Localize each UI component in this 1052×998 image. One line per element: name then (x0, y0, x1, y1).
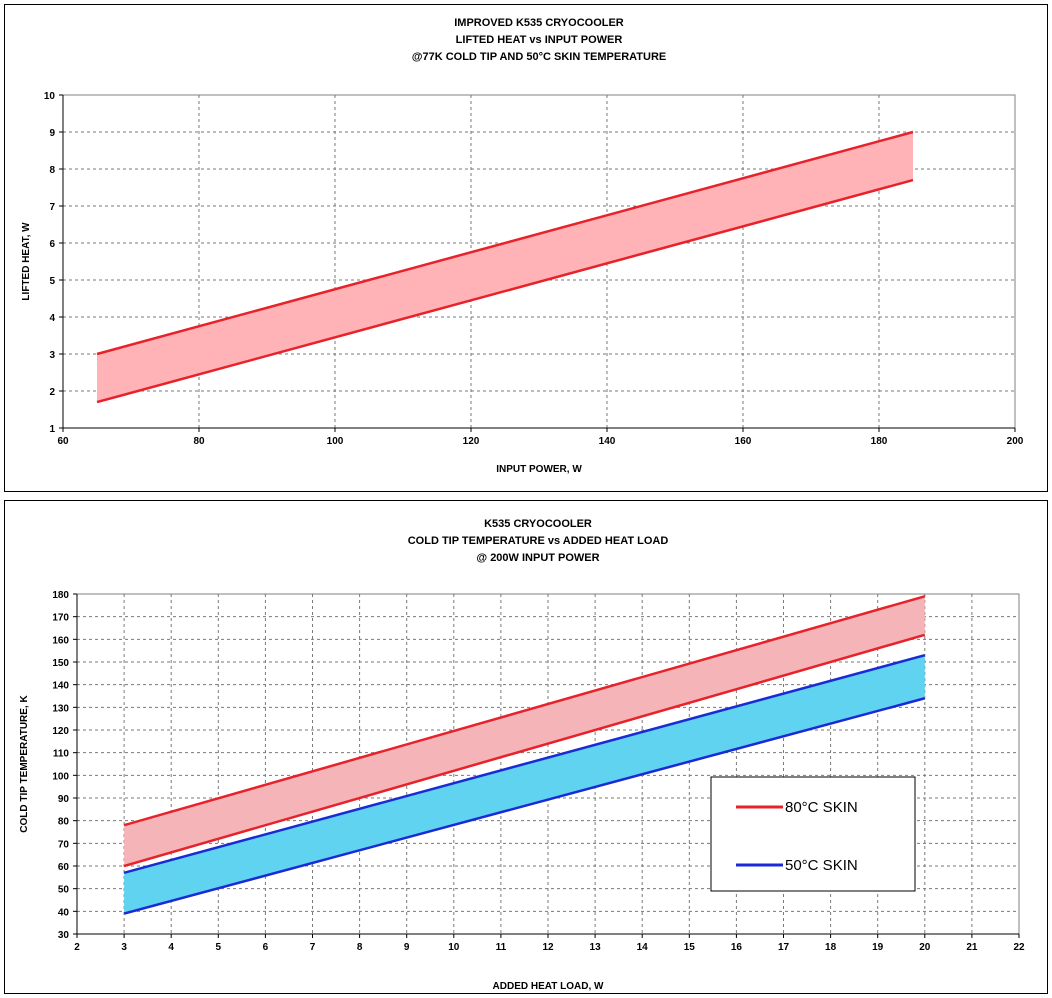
y-tick-label: 50 (58, 885, 70, 896)
y-tick-label: 1 (49, 424, 55, 435)
y-tick-label: 4 (49, 313, 55, 324)
x-tick-label: 17 (778, 942, 790, 953)
chart-title-line: @ 200W INPUT POWER (476, 552, 599, 564)
x-tick-label: 180 (871, 436, 888, 447)
series-upper-line (96, 130, 914, 356)
chart-title-line: LIFTED HEAT vs INPUT POWER (456, 34, 623, 46)
y-tick-label: 7 (49, 202, 55, 213)
x-tick-label: 8 (357, 942, 363, 953)
legend-label: 50°C SKIN (785, 857, 858, 874)
series-lower-line (123, 633, 926, 868)
chart-title-line: IMPROVED K535 CRYOCOOLER (454, 17, 624, 29)
x-tick-label: 22 (1013, 942, 1025, 953)
y-tick-label: 3 (49, 350, 55, 361)
x-tick-label: 13 (590, 942, 602, 953)
series-band-fill (124, 655, 925, 914)
y-tick-label: 6 (49, 239, 55, 250)
legend-box (710, 776, 916, 892)
x-tick-label: 5 (216, 942, 222, 953)
x-tick-label: 160 (735, 436, 752, 447)
x-tick-label: 120 (463, 436, 480, 447)
chart-panel-cold-tip-temperature: K535 CRYOCOOLER COLD TIP TEMPERATURE vs A… (4, 500, 1048, 994)
x-tick-label: 80 (193, 436, 205, 447)
y-axis-label: LIFTED HEAT, W (21, 222, 32, 301)
x-tick-label: 11 (496, 942, 507, 953)
cold-tip-temperature-chart: K535 CRYOCOOLER COLD TIP TEMPERATURE vs A… (19, 518, 1025, 992)
x-tick-label: 20 (919, 942, 931, 953)
lifted-heat-chart: IMPROVED K535 CRYOCOOLER LIFTED HEAT vs I… (21, 17, 1024, 475)
series-lower-line (123, 697, 926, 915)
x-tick-label: 16 (731, 942, 743, 953)
legend-label: 80°C SKIN (785, 799, 858, 816)
series-upper-line (123, 595, 926, 827)
chart-title-line: @77K COLD TIP AND 50°C SKIN TEMPERATURE (412, 51, 667, 63)
y-tick-label: 10 (44, 91, 56, 102)
x-tick-label: 200 (1007, 436, 1024, 447)
chart-title-line: K535 CRYOCOOLER (484, 518, 592, 530)
x-tick-label: 140 (599, 436, 616, 447)
y-tick-label: 90 (58, 794, 70, 805)
x-tick-label: 100 (327, 436, 344, 447)
x-tick-label: 3 (121, 942, 127, 953)
x-tick-label: 2 (74, 942, 80, 953)
y-tick-label: 100 (52, 771, 69, 782)
x-tick-label: 18 (825, 942, 837, 953)
y-tick-label: 110 (53, 749, 70, 760)
x-axis-label: INPUT POWER, W (496, 464, 582, 475)
y-tick-label: 8 (49, 165, 55, 176)
y-tick-label: 40 (58, 907, 70, 918)
y-tick-label: 130 (52, 703, 69, 714)
y-tick-label: 150 (52, 658, 69, 669)
y-tick-label: 120 (52, 726, 69, 737)
series-band-fill (124, 596, 925, 866)
x-tick-label: 19 (872, 942, 884, 953)
y-axis-label: COLD TIP TEMPERATURE, K (19, 695, 30, 833)
x-tick-label: 21 (966, 942, 978, 953)
y-tick-label: 9 (49, 128, 55, 139)
x-tick-label: 14 (637, 942, 649, 953)
y-tick-label: 170 (52, 613, 69, 624)
series-upper-line (123, 653, 926, 875)
x-tick-label: 10 (448, 942, 460, 953)
x-tick-label: 9 (404, 942, 410, 953)
x-tick-label: 60 (57, 436, 69, 447)
y-tick-label: 140 (52, 681, 69, 692)
chart-panel-lifted-heat: IMPROVED K535 CRYOCOOLER LIFTED HEAT vs I… (4, 4, 1048, 492)
y-tick-label: 80 (58, 817, 70, 828)
y-tick-label: 2 (49, 387, 55, 398)
y-tick-label: 70 (58, 839, 70, 850)
x-tick-label: 12 (542, 942, 554, 953)
y-tick-label: 180 (52, 590, 69, 601)
y-tick-label: 30 (58, 930, 70, 941)
x-tick-label: 7 (310, 942, 316, 953)
x-tick-label: 15 (684, 942, 696, 953)
series-lower-line (96, 178, 914, 404)
chart-title-line: COLD TIP TEMPERATURE vs ADDED HEAT LOAD (408, 535, 669, 547)
y-tick-label: 5 (49, 276, 55, 287)
series-band-fill (97, 132, 913, 403)
x-axis-label: ADDED HEAT LOAD, W (493, 981, 604, 992)
x-tick-label: 4 (168, 942, 174, 953)
x-tick-label: 6 (263, 942, 269, 953)
y-tick-label: 160 (52, 635, 69, 646)
y-tick-label: 60 (58, 862, 70, 873)
